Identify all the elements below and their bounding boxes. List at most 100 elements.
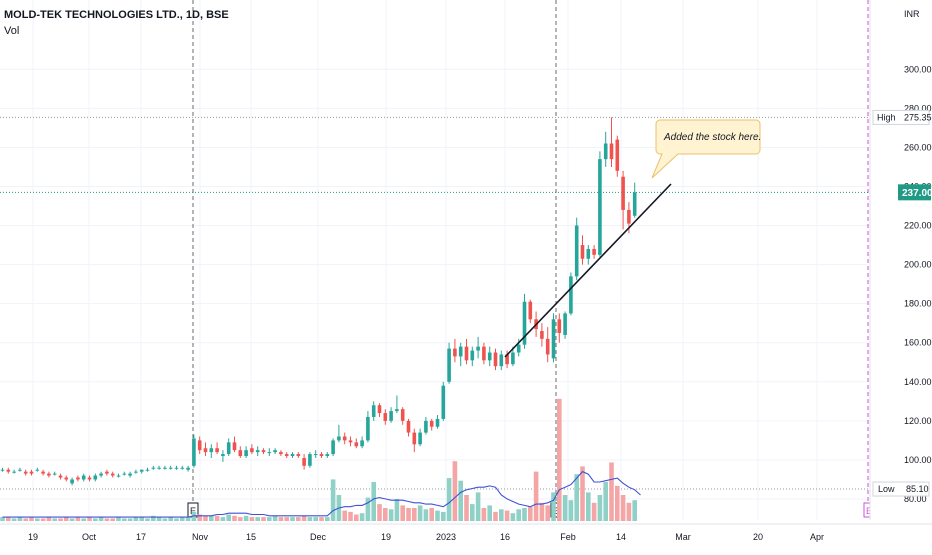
time-tick-label: 2023	[436, 532, 456, 542]
candle-body	[453, 348, 457, 357]
candle-body	[331, 440, 335, 455]
candle-body	[545, 338, 550, 355]
volume-bar	[632, 500, 637, 521]
volume-bar	[23, 518, 28, 521]
candle	[586, 245, 591, 265]
candle	[105, 469, 109, 476]
candle	[487, 346, 492, 367]
volume-bar	[69, 518, 75, 521]
volume-bar	[87, 517, 92, 521]
volume-bar	[214, 515, 220, 521]
high-badge-label: High	[877, 112, 896, 122]
time-tick-label: 16	[500, 532, 510, 542]
candle-body	[12, 471, 16, 473]
volume-bar	[568, 500, 574, 521]
candle	[540, 323, 544, 347]
earnings-marker-label: E	[553, 506, 559, 516]
volume-bar	[504, 510, 510, 521]
candle	[331, 438, 335, 457]
candle	[545, 327, 550, 363]
volume-bar	[35, 518, 40, 521]
volume-bar	[586, 492, 591, 521]
volume-bar	[162, 518, 168, 521]
grid	[0, 0, 868, 520]
volume-bar	[174, 518, 179, 521]
time-tick-label: Oct	[82, 532, 97, 542]
candle	[400, 407, 405, 425]
volume-bar	[452, 461, 458, 521]
candle	[284, 452, 289, 458]
volume-bar	[400, 505, 405, 521]
legend: MOLD-TEK TECHNOLOGIES LTD., 1D, BSE Vol	[4, 7, 229, 39]
candle-body	[261, 450, 266, 453]
candle-body	[6, 469, 11, 472]
candle-body	[255, 450, 260, 453]
volume-bar	[127, 518, 133, 521]
candle	[255, 446, 260, 457]
candle-body	[400, 409, 405, 421]
candle-body	[325, 454, 330, 457]
candle	[389, 407, 393, 423]
time-tick-label: 19	[381, 532, 391, 542]
candle	[458, 342, 463, 367]
candle	[58, 473, 63, 480]
volume-bar	[122, 518, 127, 521]
candle	[296, 452, 301, 458]
volume-bar	[261, 517, 266, 521]
volume-bar	[180, 517, 185, 521]
candle	[122, 471, 127, 476]
candle-body	[290, 454, 295, 457]
candle-body	[395, 409, 399, 412]
volume-bar	[58, 518, 63, 521]
candle-body	[145, 469, 150, 471]
candle	[203, 442, 208, 457]
candle-body	[273, 450, 277, 453]
price-axis: INR 80.00 100.00 120.00 140.00 160.00 180.00 20…	[869, 0, 932, 520]
time-tick-label: Apr	[810, 532, 824, 542]
candle-body	[93, 475, 98, 480]
volume-bar	[209, 515, 214, 521]
volume-bar	[93, 518, 98, 521]
candle-body	[105, 471, 109, 474]
candle	[250, 444, 254, 455]
price-tick-label: 120.00	[904, 416, 932, 426]
candle-body	[563, 313, 567, 335]
volume-bar	[17, 517, 23, 521]
candle	[453, 338, 457, 363]
candle-body	[110, 473, 115, 476]
volume-bar	[493, 511, 498, 521]
volume-bar	[528, 506, 533, 521]
candle	[70, 477, 74, 486]
volume-bar	[278, 517, 284, 521]
candle-body	[406, 420, 411, 433]
time-tick-label: 15	[246, 532, 256, 542]
price-tick-label: 220.00	[904, 221, 932, 231]
time-tick-label: 17	[136, 532, 146, 542]
volume-bar	[203, 515, 208, 521]
candle	[424, 416, 428, 435]
candle	[342, 432, 347, 445]
candle-body	[180, 467, 185, 469]
candle	[482, 342, 486, 365]
candle-body	[371, 405, 376, 417]
candles	[0, 117, 637, 486]
candle-body	[70, 479, 74, 484]
volume-bar	[620, 495, 626, 521]
volume-bar	[412, 508, 417, 521]
candle	[366, 411, 370, 443]
future-earnings-marker-label: E	[866, 506, 872, 516]
volume-bar	[145, 518, 150, 521]
candle	[609, 117, 614, 167]
price-tick-label: 140.00	[904, 377, 932, 387]
volume-bar	[191, 511, 197, 521]
candle-body	[569, 276, 573, 314]
candle	[47, 471, 51, 478]
volume-bar	[185, 517, 191, 521]
candle	[302, 454, 306, 470]
candle	[505, 350, 509, 369]
candle	[232, 436, 237, 453]
volume-bar	[11, 518, 17, 521]
candle-body	[574, 225, 579, 277]
